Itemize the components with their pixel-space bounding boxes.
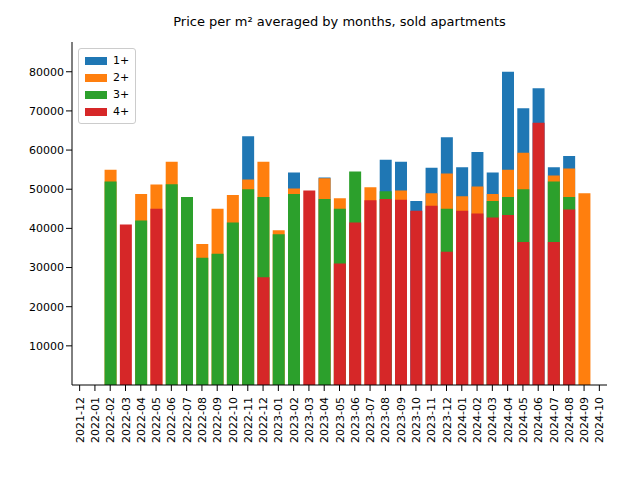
svg-text:2023-10: 2023-10 xyxy=(410,397,423,443)
svg-text:2023-06: 2023-06 xyxy=(349,397,362,443)
svg-text:2024-06: 2024-06 xyxy=(532,397,545,443)
svg-text:40000: 40000 xyxy=(29,222,64,235)
svg-text:10000: 10000 xyxy=(29,340,64,353)
svg-text:2022-07: 2022-07 xyxy=(181,397,194,443)
svg-text:2024-09: 2024-09 xyxy=(578,397,591,443)
svg-text:2023-05: 2023-05 xyxy=(334,397,347,443)
svg-text:2022-03: 2022-03 xyxy=(120,397,133,443)
svg-text:30000: 30000 xyxy=(29,261,64,274)
svg-text:2022-11: 2022-11 xyxy=(242,397,255,443)
html-text:1+: 1+ xyxy=(113,54,130,67)
svg-text:2023-07: 2023-07 xyxy=(364,397,377,443)
svg-text:2024-01: 2024-01 xyxy=(456,397,469,443)
svg-text:2022-05: 2022-05 xyxy=(150,397,163,443)
svg-text:2023-03: 2023-03 xyxy=(303,397,316,443)
html-text:2+: 2+ xyxy=(113,71,130,84)
svg-text:2024-02: 2024-02 xyxy=(471,397,484,443)
html-text:Price per m² averaged by month: Price per m² averaged by months, sold ap… xyxy=(173,14,506,29)
svg-text:2022-01: 2022-01 xyxy=(89,397,102,443)
svg-text:2024-04: 2024-04 xyxy=(502,397,515,443)
svg-text:2024-10: 2024-10 xyxy=(593,397,606,443)
svg-text:2023-09: 2023-09 xyxy=(395,397,408,443)
svg-text:2021-12: 2021-12 xyxy=(74,397,87,443)
svg-text:2023-01: 2023-01 xyxy=(272,397,285,443)
svg-text:2022-10: 2022-10 xyxy=(227,397,240,443)
svg-text:2023-02: 2023-02 xyxy=(288,397,301,443)
svg-text:2024-03: 2024-03 xyxy=(486,397,499,443)
svg-text:2024-07: 2024-07 xyxy=(548,397,561,443)
svg-text:2022-12: 2022-12 xyxy=(257,397,270,443)
svg-text:20000: 20000 xyxy=(29,301,64,314)
svg-text:80000: 80000 xyxy=(29,66,64,79)
svg-text:70000: 70000 xyxy=(29,105,64,118)
svg-text:2022-02: 2022-02 xyxy=(104,397,117,443)
html-text:3+: 3+ xyxy=(113,88,130,101)
svg-text:60000: 60000 xyxy=(29,144,64,157)
svg-text:2022-06: 2022-06 xyxy=(165,397,178,443)
svg-text:2023-04: 2023-04 xyxy=(318,397,331,443)
svg-text:2022-09: 2022-09 xyxy=(211,397,224,443)
svg-text:2022-08: 2022-08 xyxy=(196,397,209,443)
html-text:4+: 4+ xyxy=(113,105,130,118)
svg-text:2023-12: 2023-12 xyxy=(441,397,454,443)
svg-text:2023-11: 2023-11 xyxy=(425,397,438,443)
svg-text:2024-08: 2024-08 xyxy=(563,397,576,443)
svg-text:50000: 50000 xyxy=(29,183,64,196)
svg-text:2024-05: 2024-05 xyxy=(517,397,530,443)
svg-text:2022-04: 2022-04 xyxy=(135,397,148,443)
svg-text:2023-08: 2023-08 xyxy=(379,397,392,443)
